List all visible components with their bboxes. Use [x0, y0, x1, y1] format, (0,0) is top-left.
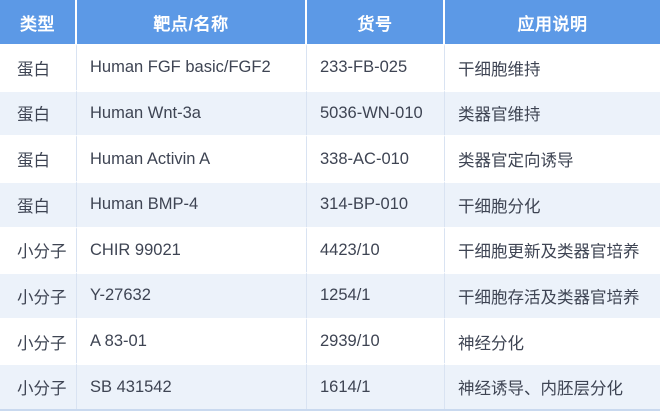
column-header-application: 应用说明	[517, 14, 588, 34]
cell-catalog: 314-BP-010	[307, 180, 445, 227]
cell-catalog: 338-AC-010	[307, 135, 445, 181]
cell-type: 蛋白	[0, 89, 77, 136]
cell-name: Human Wnt-3a	[77, 89, 307, 136]
column-header-target-name: 靶点/名称	[77, 0, 307, 44]
table-header-row: 类型 靶点/名称 货号 应用说明	[0, 0, 660, 44]
column-header-catalog: 货号	[307, 0, 445, 44]
table-row: 蛋白 Human Wnt-3a 5036-WN-010 类器官维持	[0, 89, 660, 136]
cell-name: A 83-01	[77, 317, 307, 364]
cell-catalog: 5036-WN-010	[307, 89, 445, 136]
cell-name: SB 431542	[77, 363, 307, 409]
table-row: 蛋白 Human BMP-4 314-BP-010 干细胞分化	[0, 180, 660, 227]
cell-application: 干细胞分化	[445, 180, 660, 227]
table-row: 小分子 A 83-01 2939/10 神经分化	[0, 317, 660, 364]
cell-application: 类器官维持	[445, 89, 660, 136]
cell-type: 蛋白	[0, 180, 77, 227]
cell-name: Human BMP-4	[77, 180, 307, 227]
cell-catalog: 4423/10	[307, 226, 445, 273]
cell-application: 干细胞存活及类器官培养	[445, 272, 660, 318]
cell-application: 类器官定向诱导	[445, 135, 660, 181]
cell-application: 干细胞更新及类器官培养	[445, 226, 660, 273]
table-row: 小分子 SB 431542 1614/1 神经诱导、内胚层分化	[0, 363, 660, 409]
cell-catalog: 233-FB-025	[307, 44, 445, 90]
cell-type: 小分子	[0, 363, 77, 409]
cell-type: 蛋白	[0, 135, 77, 181]
cell-type: 小分子	[0, 317, 77, 364]
cell-catalog: 1254/1	[307, 272, 445, 318]
cell-name: Human Activin A	[77, 135, 307, 181]
cell-application: 神经诱导、内胚层分化	[445, 363, 660, 409]
cell-catalog: 1614/1	[307, 363, 445, 409]
table-row: 小分子 Y-27632 1254/1 干细胞存活及类器官培养	[0, 272, 660, 318]
cell-type: 蛋白	[0, 44, 77, 90]
cell-name: CHIR 99021	[77, 226, 307, 273]
cell-catalog: 2939/10	[307, 317, 445, 364]
cell-type: 小分子	[0, 272, 77, 318]
cell-name: Y-27632	[77, 272, 307, 318]
column-header-type: 类型	[0, 0, 77, 44]
cell-application: 神经分化	[445, 317, 660, 364]
table-row: 小分子 CHIR 99021 4423/10 干细胞更新及类器官培养	[0, 226, 660, 273]
cell-name: Human FGF basic/FGF2	[77, 44, 307, 90]
table-row: 蛋白 Human FGF basic/FGF2 233-FB-025 干细胞维持	[0, 44, 660, 90]
cell-application: 干细胞维持	[445, 44, 660, 90]
cell-type: 小分子	[0, 226, 77, 273]
table-row: 蛋白 Human Activin A 338-AC-010 类器官定向诱导	[0, 135, 660, 181]
